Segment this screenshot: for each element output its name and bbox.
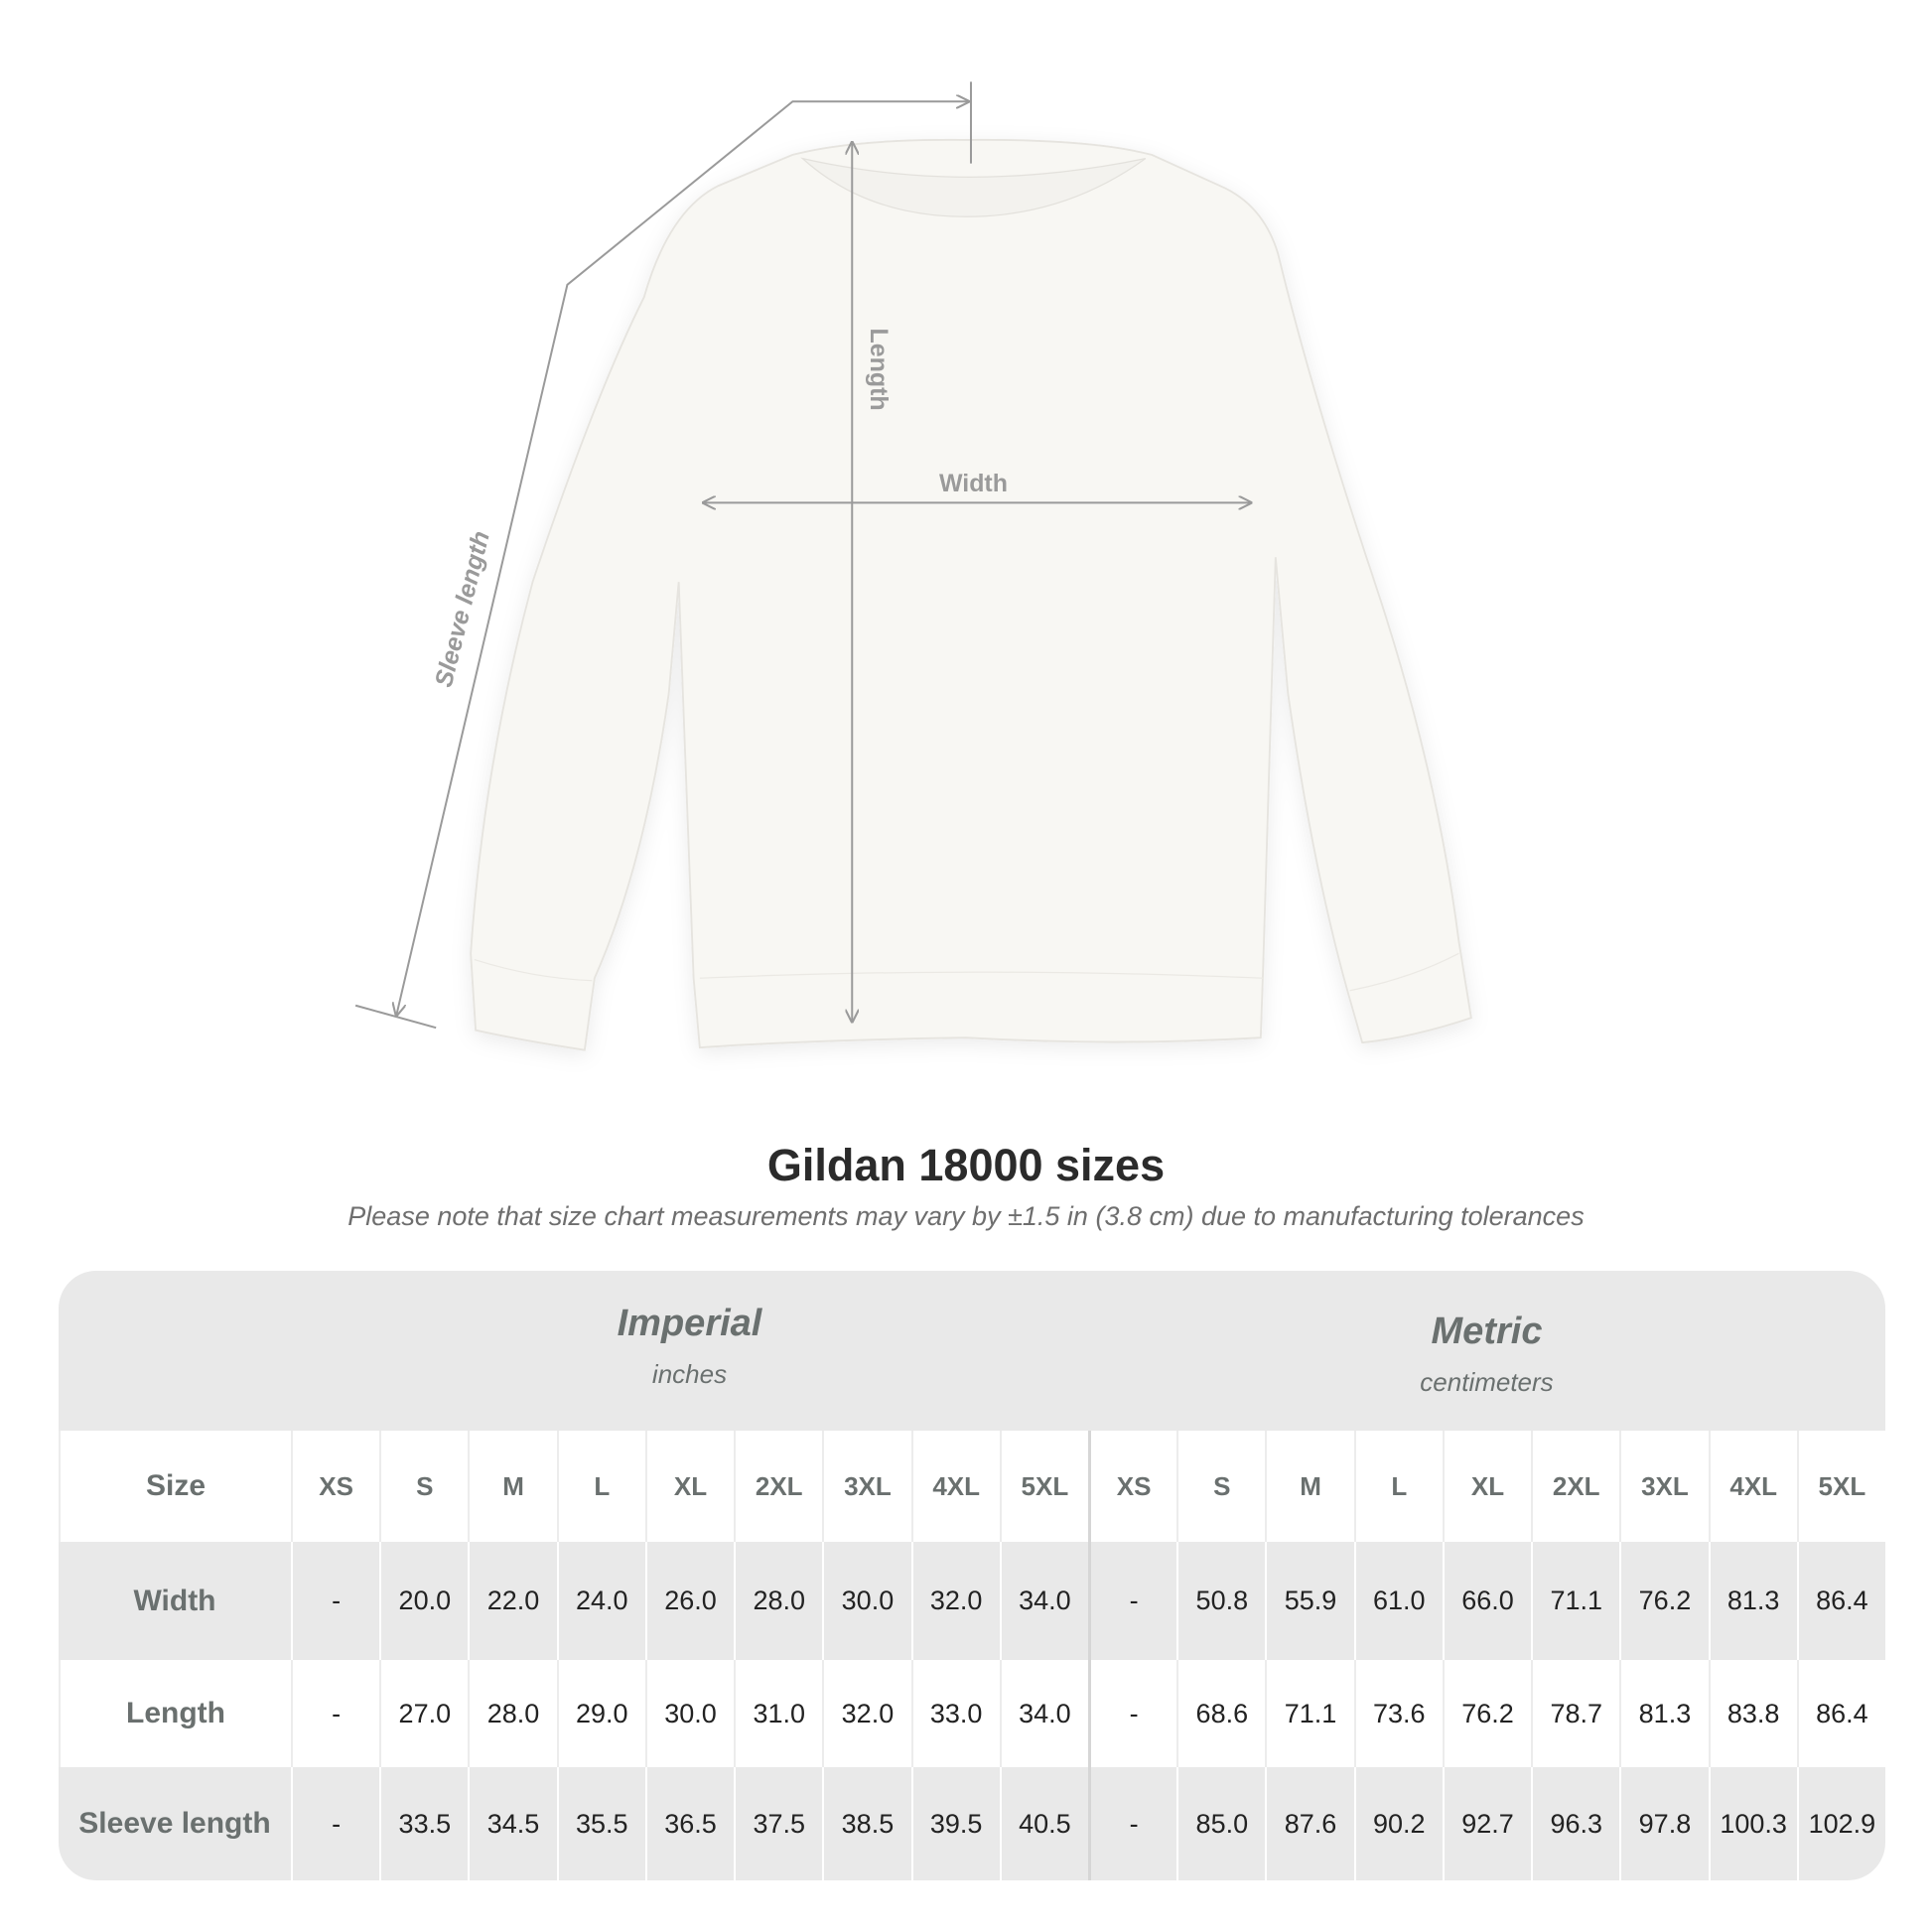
row-label: Length <box>59 1660 291 1767</box>
measurement-lines <box>354 81 1251 1030</box>
imperial-value: - <box>291 1660 379 1767</box>
metric-value: 81.3 <box>1619 1660 1708 1767</box>
metric-value: 68.6 <box>1176 1660 1265 1767</box>
table-row: Sleeve length -33.5 34.5 35.5 36.5 37.5 38.5 39… <box>59 1767 1885 1880</box>
imperial-value: 24.0 <box>556 1542 645 1660</box>
sleeve-length-label: Sleeve length <box>430 528 495 690</box>
size-metric-XS: XS <box>1088 1431 1176 1542</box>
metric-value: 102.9 <box>1796 1767 1885 1880</box>
size-imperial-2XL: 2XL <box>734 1431 822 1542</box>
tolerance-note: Please note that size chart measurements… <box>347 1201 1585 1231</box>
metric-value: 90.2 <box>1353 1767 1443 1880</box>
metric-value: 76.2 <box>1619 1542 1708 1660</box>
sweatshirt-image <box>470 138 1472 1051</box>
metric-value: 97.8 <box>1619 1767 1708 1880</box>
unit-header: Imperial inches Metric centimeters <box>59 1271 1885 1431</box>
size-imperial-XS: XS <box>291 1431 379 1542</box>
metric-value: 71.1 <box>1531 1542 1619 1660</box>
imperial-value: 34.0 <box>999 1542 1088 1660</box>
metric-value: 86.4 <box>1796 1660 1885 1767</box>
size-imperial-4XL: 4XL <box>910 1431 1000 1542</box>
imperial-value: 30.0 <box>644 1660 734 1767</box>
table-row: Length -27.0 28.0 29.0 30.0 31.0 32.0 33.0 34.0-… <box>59 1660 1885 1767</box>
imperial-value: - <box>291 1767 379 1880</box>
size-table: Imperial inches Metric centimeters Size X… <box>59 1271 1885 1880</box>
imperial-value: 35.5 <box>556 1767 645 1880</box>
metric-value: 73.6 <box>1353 1660 1443 1767</box>
metric-value: 61.0 <box>1353 1542 1443 1660</box>
imperial-value: 28.0 <box>468 1660 556 1767</box>
metric-value: 66.0 <box>1442 1542 1531 1660</box>
metric-header: Metric centimeters <box>1088 1311 1885 1398</box>
imperial-value: - <box>291 1542 379 1660</box>
metric-value: 81.3 <box>1708 1542 1797 1660</box>
imperial-value: 34.5 <box>468 1767 556 1880</box>
metric-value: 85.0 <box>1176 1767 1265 1880</box>
metric-value: 83.8 <box>1708 1660 1797 1767</box>
metric-value: 96.3 <box>1531 1767 1619 1880</box>
imperial-value: 33.0 <box>910 1660 1000 1767</box>
metric-value: 100.3 <box>1708 1767 1797 1880</box>
table-row: Width -20.0 22.0 24.0 26.0 28.0 30.0 32.0 34.0-5… <box>59 1542 1885 1660</box>
size-metric-S: S <box>1176 1431 1265 1542</box>
metric-value: 92.7 <box>1442 1767 1531 1880</box>
sleeve-arrow <box>396 101 968 1015</box>
page-title: Gildan 18000 sizes <box>766 1140 1166 1190</box>
imperial-value: 40.5 <box>999 1767 1088 1880</box>
size-imperial-M: M <box>468 1431 556 1542</box>
metric-value: - <box>1088 1542 1176 1660</box>
row-label: Sleeve length <box>78 1807 271 1840</box>
sweatshirt-diagram: Length Width Sleeve length <box>354 81 1472 1051</box>
imperial-value: 29.0 <box>556 1660 645 1767</box>
imperial-value: 39.5 <box>910 1767 1000 1880</box>
metric-value: 87.6 <box>1265 1767 1353 1880</box>
imperial-value: 34.0 <box>999 1660 1088 1767</box>
metric-title: Metric <box>1431 1311 1543 1352</box>
imperial-value: 28.0 <box>734 1542 822 1660</box>
metric-value: 71.1 <box>1265 1660 1353 1767</box>
imperial-value: 32.0 <box>822 1660 910 1767</box>
row-label: Width <box>133 1584 216 1617</box>
length-label: Length <box>865 329 893 411</box>
size-metric-4XL: 4XL <box>1708 1431 1797 1542</box>
size-imperial-S: S <box>379 1431 468 1542</box>
metric-unit: centimeters <box>1420 1367 1554 1397</box>
imperial-value: 36.5 <box>644 1767 734 1880</box>
size-imperial-5XL: 5XL <box>999 1431 1088 1542</box>
imperial-value: 38.5 <box>822 1767 910 1880</box>
size-imperial-XL: XL <box>644 1431 734 1542</box>
metric-value: 50.8 <box>1176 1542 1265 1660</box>
metric-value: 76.2 <box>1442 1660 1531 1767</box>
imperial-value: 37.5 <box>734 1767 822 1880</box>
size-imperial-3XL: 3XL <box>822 1431 910 1542</box>
metric-value: 78.7 <box>1531 1660 1619 1767</box>
imperial-unit: inches <box>651 1359 728 1389</box>
size-metric-XL: XL <box>1442 1431 1531 1542</box>
imperial-title: Imperial <box>617 1303 762 1344</box>
imperial-value: 30.0 <box>822 1542 910 1660</box>
size-imperial-L: L <box>556 1431 645 1542</box>
metric-value: 55.9 <box>1265 1542 1353 1660</box>
size-metric-3XL: 3XL <box>1619 1431 1708 1542</box>
imperial-value: 32.0 <box>910 1542 1000 1660</box>
size-metric-L: L <box>1353 1431 1443 1542</box>
imperial-value: 20.0 <box>379 1542 468 1660</box>
imperial-value: 33.5 <box>379 1767 468 1880</box>
size-header-row: Size XS XS S S M M L L XL XL 2XL 2XL 3XL 3XL 4XL 4XL 5XL 5… <box>59 1431 1885 1542</box>
imperial-header: Imperial inches <box>291 1303 1088 1390</box>
imperial-value: 31.0 <box>734 1660 822 1767</box>
metric-value: 86.4 <box>1796 1542 1885 1660</box>
size-metric-2XL: 2XL <box>1531 1431 1619 1542</box>
width-label: Width <box>939 470 1008 497</box>
imperial-value: 27.0 <box>379 1660 468 1767</box>
size-metric-5XL: 5XL <box>1796 1431 1885 1542</box>
size-label: Size <box>59 1431 291 1542</box>
imperial-value: 26.0 <box>644 1542 734 1660</box>
metric-value: - <box>1088 1660 1176 1767</box>
metric-value: - <box>1088 1767 1176 1880</box>
imperial-value: 22.0 <box>468 1542 556 1660</box>
size-metric-M: M <box>1265 1431 1353 1542</box>
